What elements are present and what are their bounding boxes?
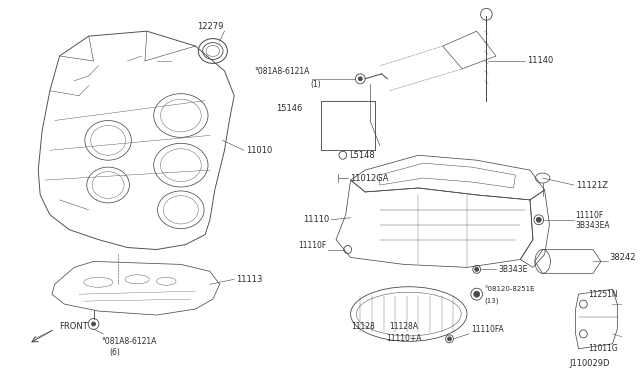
Text: 3B343EA: 3B343EA — [575, 221, 611, 230]
Text: L5148: L5148 — [349, 151, 374, 160]
Text: 15146: 15146 — [276, 104, 302, 113]
Text: 11110FA: 11110FA — [471, 326, 504, 334]
Text: 11110: 11110 — [303, 215, 329, 224]
Text: 11140: 11140 — [527, 57, 554, 65]
Text: 11011G: 11011G — [588, 344, 618, 353]
Bar — [321, 101, 375, 150]
Text: 11010: 11010 — [246, 146, 272, 155]
Circle shape — [475, 267, 479, 271]
Text: 11113: 11113 — [236, 275, 262, 284]
Text: (6): (6) — [109, 348, 120, 357]
Text: °081A8-6121A: °081A8-6121A — [255, 67, 310, 76]
Circle shape — [447, 337, 451, 341]
Text: 11121Z: 11121Z — [575, 180, 607, 189]
Text: 3B343E: 3B343E — [498, 265, 527, 274]
Circle shape — [474, 291, 479, 297]
Circle shape — [92, 322, 95, 326]
Text: (13): (13) — [484, 298, 499, 304]
Text: 11128: 11128 — [351, 323, 375, 331]
Text: 11110F: 11110F — [575, 211, 604, 220]
Text: 12279: 12279 — [196, 22, 223, 31]
Circle shape — [536, 217, 541, 222]
Text: J110029D: J110029D — [569, 359, 609, 368]
Text: °081A8-6121A: °081A8-6121A — [101, 337, 157, 346]
Text: 11128A: 11128A — [389, 323, 419, 331]
Text: FRONT: FRONT — [60, 323, 88, 331]
Text: °08120-8251E: °08120-8251E — [484, 286, 535, 292]
Text: 38242: 38242 — [609, 253, 636, 262]
Text: (1): (1) — [311, 80, 321, 89]
Text: 11251N: 11251N — [588, 290, 618, 299]
Circle shape — [358, 77, 362, 81]
Text: 11110F: 11110F — [298, 241, 326, 250]
Text: 11012GA: 11012GA — [349, 174, 388, 183]
Text: 11110+A: 11110+A — [386, 334, 422, 343]
